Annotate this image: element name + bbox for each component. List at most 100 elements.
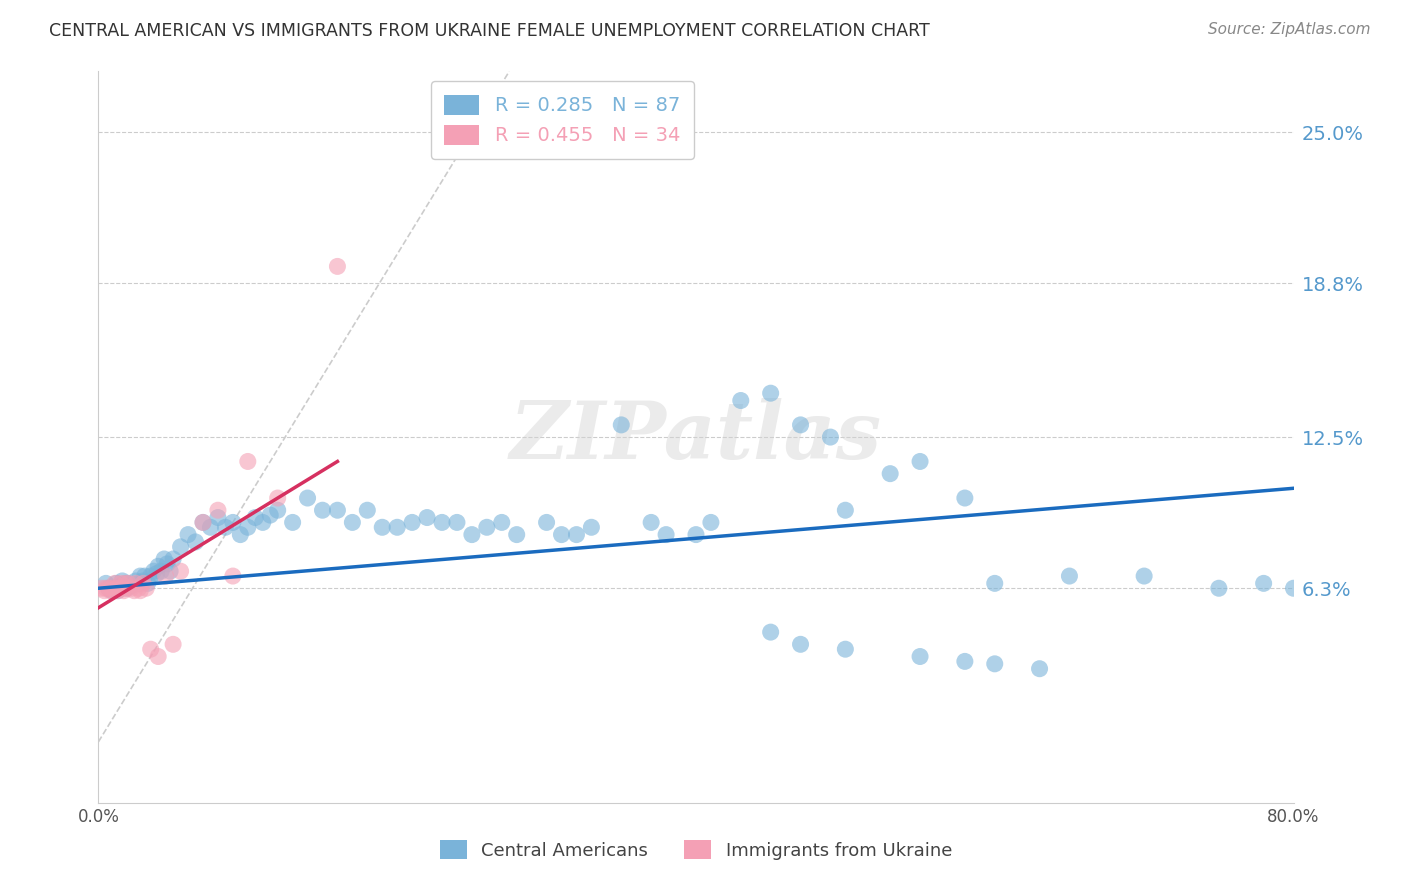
Point (111, 581, 134, 595)
Point (97, 581, 120, 595)
Point (820, 430, 842, 444)
Point (101, 581, 124, 595)
Point (640, 516, 662, 530)
Point (115, 581, 138, 595)
Point (120, 579, 142, 593)
Point (105, 581, 128, 595)
Point (236, 520, 259, 534)
Point (879, 467, 901, 481)
Point (1253, 576, 1275, 591)
Point (834, 503, 856, 517)
Point (342, 516, 364, 530)
Point (124, 583, 146, 598)
Point (700, 516, 723, 530)
Point (953, 491, 976, 505)
Point (385, 520, 409, 534)
Text: ZIPatlas: ZIPatlas (510, 399, 882, 475)
Point (120, 581, 142, 595)
Point (111, 574, 134, 588)
Point (90, 581, 112, 595)
Point (610, 417, 633, 432)
Point (97, 581, 120, 595)
Point (908, 454, 931, 468)
Point (461, 527, 484, 541)
Point (169, 564, 191, 578)
Point (311, 503, 333, 517)
Point (162, 552, 184, 566)
Point (177, 527, 200, 541)
Point (356, 503, 378, 517)
Point (145, 566, 167, 581)
Point (110, 576, 132, 591)
Text: CENTRAL AMERICAN VS IMMIGRANTS FROM UKRAINE FEMALE UNEMPLOYMENT CORRELATION CHAR: CENTRAL AMERICAN VS IMMIGRANTS FROM UKRA… (49, 22, 929, 40)
Point (1133, 569, 1156, 583)
Point (401, 516, 423, 530)
Point (326, 260, 349, 274)
Point (94, 576, 117, 591)
Point (142, 564, 165, 578)
Point (200, 520, 222, 534)
Point (104, 576, 127, 591)
Point (169, 540, 191, 554)
Point (94, 581, 117, 595)
Point (730, 393, 752, 408)
Point (297, 491, 319, 505)
Point (110, 579, 132, 593)
Point (506, 527, 529, 541)
Point (136, 576, 159, 591)
Point (103, 583, 125, 598)
Text: Source: ZipAtlas.com: Source: ZipAtlas.com (1208, 22, 1371, 37)
Point (191, 516, 214, 530)
Point (105, 576, 128, 591)
Point (117, 576, 139, 591)
Point (326, 503, 349, 517)
Point (1208, 581, 1230, 595)
Point (550, 527, 572, 541)
Point (128, 576, 150, 591)
Point (430, 516, 453, 530)
Point (191, 516, 214, 530)
Point (267, 491, 290, 505)
Point (259, 508, 281, 522)
Point (1028, 662, 1050, 676)
Point (984, 657, 1007, 671)
Point (129, 569, 152, 583)
Point (156, 557, 179, 571)
Point (984, 576, 1007, 591)
Point (222, 516, 245, 530)
Point (101, 583, 124, 598)
Point (107, 583, 129, 598)
Point (93, 583, 115, 598)
Point (229, 527, 252, 541)
Point (134, 569, 156, 583)
Point (1059, 569, 1081, 583)
Point (416, 510, 439, 524)
Point (129, 583, 152, 598)
Point (114, 576, 136, 591)
Point (125, 574, 148, 588)
Point (148, 649, 170, 664)
Point (162, 637, 184, 651)
Point (1282, 581, 1305, 595)
Point (155, 569, 177, 583)
Point (565, 527, 588, 541)
Point (581, 520, 603, 534)
Point (148, 559, 170, 574)
Point (759, 386, 782, 401)
Point (446, 516, 468, 530)
Point (115, 581, 138, 595)
Point (685, 527, 707, 541)
Point (245, 510, 267, 524)
Point (132, 576, 155, 591)
Point (281, 516, 304, 530)
Point (132, 574, 155, 588)
Point (834, 642, 856, 657)
Point (475, 520, 498, 534)
Point (655, 527, 678, 541)
Point (789, 637, 811, 651)
Point (207, 503, 229, 517)
Point (371, 520, 394, 534)
Point (125, 576, 148, 591)
Point (759, 625, 782, 640)
Point (103, 581, 125, 595)
